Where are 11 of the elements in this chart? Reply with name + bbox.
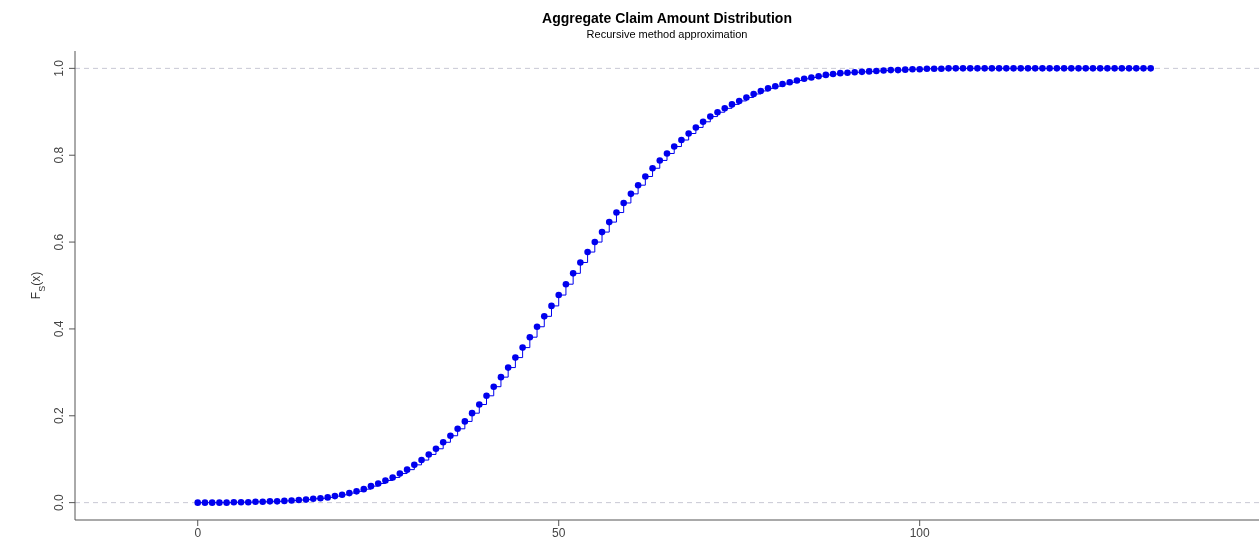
chart-title: Aggregate Claim Amount Distribution — [541, 10, 793, 26]
x-tick-label: 100 — [909, 525, 931, 540]
y-tick-label: 0.6 — [52, 233, 66, 251]
y-tick-label: 1.0 — [52, 59, 66, 77]
x-tick-label: 50 — [552, 525, 566, 540]
y-tick-label: 0.8 — [52, 146, 66, 164]
y-tick-label: 0.2 — [52, 407, 66, 425]
y-tick-label: 0.4 — [52, 320, 66, 338]
y-tick-label: 0.0 — [52, 493, 66, 511]
chart-subtitle: Recursive method approximation — [585, 28, 749, 40]
x-tick-label: 0 — [194, 525, 202, 540]
